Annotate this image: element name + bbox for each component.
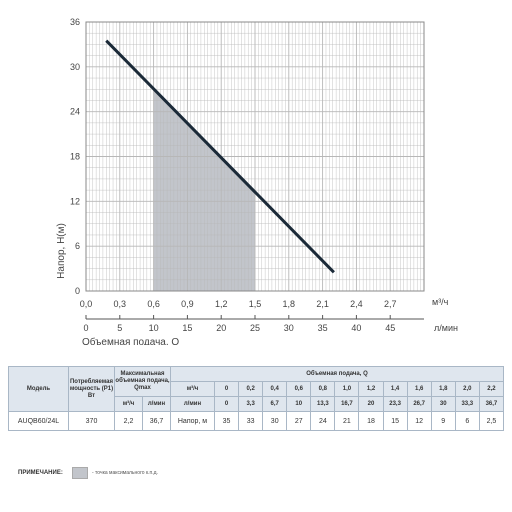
table-header-row-m3h: м³/ч 0 0,2 0,4 0,6 0,8 1,0 1,2 1,4 1,6 1,8 2,0 2,2 — [9, 381, 505, 397]
y-tick-label: 18 — [70, 152, 80, 162]
flow-lmin-cell: 13,3 — [310, 396, 336, 412]
x-unit-bottom: л/мин — [434, 323, 458, 333]
x-tick-label-top: 1,8 — [283, 299, 296, 309]
head-cell: 30 — [262, 411, 288, 431]
head-cell: 35 — [213, 411, 240, 431]
table-header-row-lmin: м³/ч л/мин л/мин 0 3,3 6,7 10 13,3 16,7 20 23,3… — [9, 396, 505, 412]
y-tick-label: 36 — [70, 17, 80, 27]
flow-m3h-cell: 1,8 — [430, 381, 456, 397]
cell-qmax-lmin: 36,7 — [142, 411, 171, 431]
head-cell: 18 — [358, 411, 384, 431]
head-cell: 12 — [406, 411, 432, 431]
note: ПРИМЕЧАНИЕ: - точка максимального к.п.д. — [18, 466, 158, 480]
head-cell: 6 — [454, 411, 480, 431]
cell-head-label: Напор, м — [170, 411, 215, 431]
flow-lmin-cell: 23,3 — [382, 396, 408, 412]
flow-lmin-cell: 33,3 — [454, 396, 480, 412]
header-unit-lmin: л/мин — [170, 396, 215, 412]
header-qmax-lmin: л/мин — [142, 396, 171, 412]
header-flow: Объемная подача, Q — [170, 366, 504, 382]
x-tick-label-top: 0,3 — [114, 299, 127, 309]
y-tick-label: 0 — [75, 286, 80, 296]
y-tick-label: 30 — [70, 62, 80, 72]
head-cell: 15 — [382, 411, 408, 431]
flow-m3h-cell: 0 — [213, 381, 240, 397]
spec-table: Модель Потребляемая мощность (P1) Вт Мак… — [8, 366, 505, 431]
x-tick-label-bottom: 5 — [117, 323, 122, 333]
flow-m3h-cell: 2,2 — [478, 381, 505, 397]
flow-lmin-cell: 36,7 — [478, 396, 505, 412]
head-cell: 21 — [334, 411, 360, 431]
head-cell: 27 — [286, 411, 312, 431]
cell-qmax-m3h: 2,2 — [114, 411, 143, 431]
y-tick-label: 6 — [75, 241, 80, 251]
head-cell: 9 — [430, 411, 456, 431]
header-model: Модель — [8, 366, 69, 412]
header-power: Потребляемая мощность (P1) Вт — [68, 366, 115, 412]
head-cell: 2,5 — [478, 411, 505, 431]
cell-power: 370 — [68, 411, 115, 431]
cell-model: AUQB60/24L — [8, 411, 69, 431]
flow-lmin-cell: 30 — [430, 396, 456, 412]
flow-m3h-cell: 1,6 — [406, 381, 432, 397]
table-row: AUQB60/24L 370 2,2 36,7 Напор, м 35 33 30 2… — [8, 411, 505, 431]
flow-m3h-cell: 1,2 — [358, 381, 384, 397]
flow-m3h-cell: 1,0 — [334, 381, 360, 397]
y-tick-label: 12 — [70, 196, 80, 206]
flow-m3h-cell: 0,6 — [286, 381, 312, 397]
header-qmax-m3h: м³/ч — [114, 396, 143, 412]
flow-lmin-cell: 26,7 — [406, 396, 432, 412]
x-tick-label-top: 0,9 — [181, 299, 194, 309]
flow-lmin-cell: 10 — [286, 396, 312, 412]
head-cell: 33 — [238, 411, 264, 431]
head-cell: 24 — [310, 411, 336, 431]
flow-m3h-cell: 1,4 — [382, 381, 408, 397]
performance-curve — [105, 39, 335, 274]
x-tick-label-bottom: 20 — [216, 323, 226, 333]
header-unit-m3h: м³/ч — [170, 381, 215, 397]
x-unit-top: м³/ч — [432, 297, 449, 307]
x-tick-label-bottom: 45 — [385, 323, 395, 333]
x-tick-label-bottom: 40 — [351, 323, 361, 333]
flow-m3h-cell: 2,0 — [454, 381, 480, 397]
x-tick-label-bottom: 25 — [250, 323, 260, 333]
max-efficiency-swatch — [72, 467, 88, 479]
flow-lmin-cell: 3,3 — [238, 396, 264, 412]
y-axis-title: Напор, Н(м) — [56, 223, 67, 279]
flow-m3h-cell: 0,8 — [310, 381, 336, 397]
x-tick-label-top: 2,4 — [350, 299, 363, 309]
pump-performance-chart: 0 6 12 18 24 30 36 0,0 0,3 0,6 0,9 1,2 1,5 1,8 2,1 2,4 2… — [56, 17, 458, 345]
y-tick-label: 24 — [70, 107, 80, 117]
x-tick-label-top: 0,6 — [147, 299, 160, 309]
note-label: ПРИМЕЧАНИЕ: — [18, 470, 63, 476]
note-text: - точка максимального к.п.д. — [92, 470, 158, 476]
plot-frame — [85, 21, 425, 292]
flow-lmin-cell: 20 — [358, 396, 384, 412]
x-tick-label-top: 0,0 — [80, 299, 93, 309]
x-axis-title: Объемная подача, Q — [82, 336, 179, 345]
x-tick-label-bottom: 30 — [284, 323, 294, 333]
x-tick-label-top: 2,1 — [316, 299, 329, 309]
x-tick-label-bottom: 0 — [83, 323, 88, 333]
table-header-row-1: Модель Потребляемая мощность (P1) Вт Мак… — [8, 366, 504, 412]
x-tick-label-top: 1,2 — [215, 299, 228, 309]
flow-lmin-cell: 0 — [213, 396, 240, 412]
x-tick-label-bottom: 10 — [149, 323, 159, 333]
x-tick-label-top: 2,7 — [384, 299, 397, 309]
x-tick-label-top: 1,5 — [249, 299, 262, 309]
flow-m3h-cell: 0,2 — [238, 381, 264, 397]
flow-m3h-cell: 0,4 — [262, 381, 288, 397]
flow-lmin-cell: 16,7 — [334, 396, 360, 412]
x-tick-label-bottom: 35 — [318, 323, 328, 333]
x-tick-label-bottom: 15 — [182, 323, 192, 333]
flow-lmin-cell: 6,7 — [262, 396, 288, 412]
chart-svg: 0 6 12 18 24 30 36 0,0 0,3 0,6 0,9 1,2 1,5 1,8 2,1 2,4 2… — [56, 17, 458, 345]
header-qmax: Максимальная объемная подача, Qmax — [114, 366, 171, 397]
